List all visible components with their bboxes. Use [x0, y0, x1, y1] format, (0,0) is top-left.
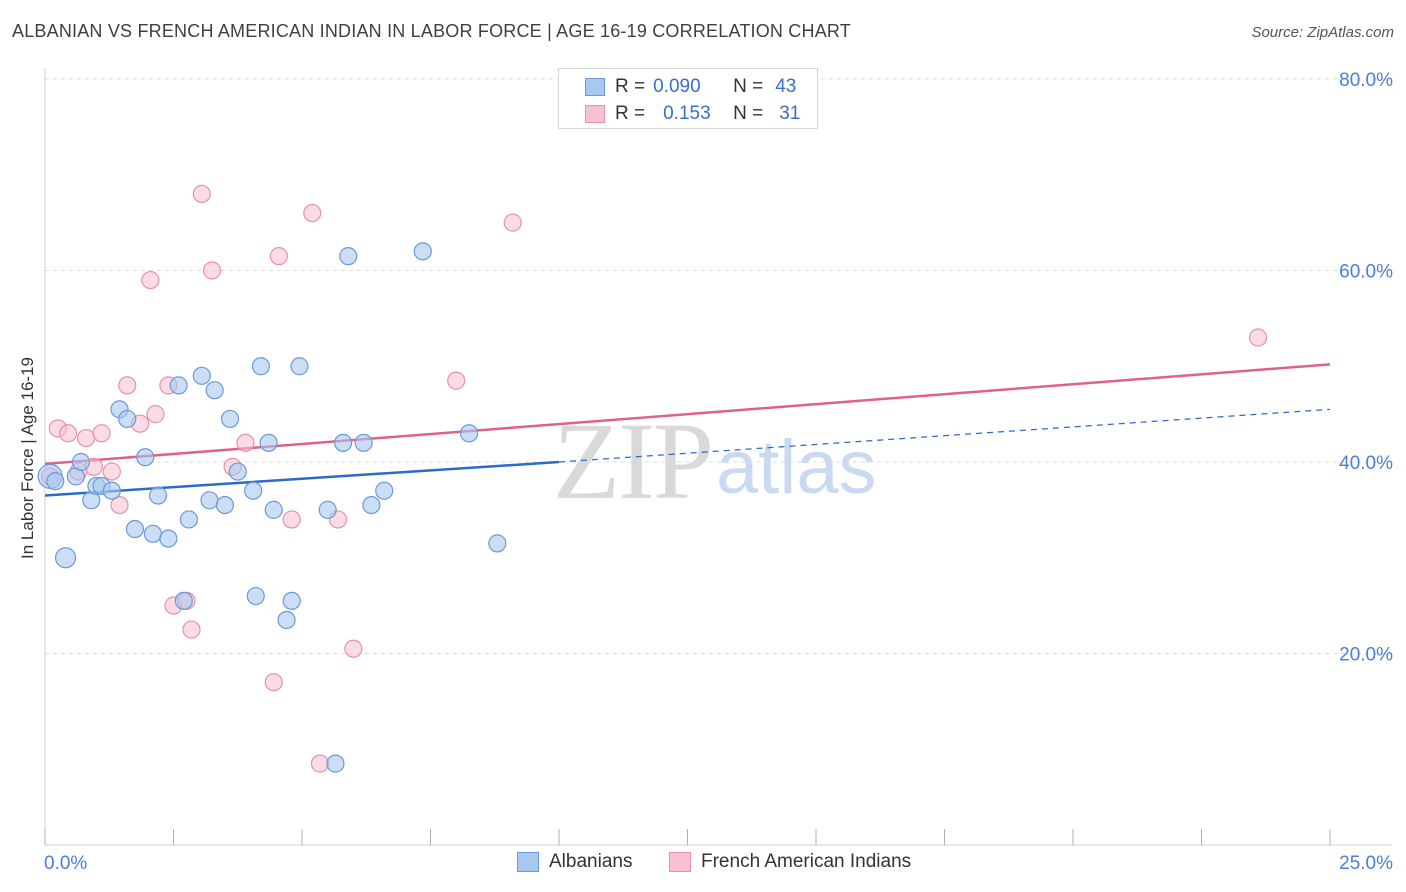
french-point — [141, 270, 160, 290]
legend-row-albanians: R = 0.090 N = 43 — [585, 75, 796, 99]
french-point — [202, 261, 222, 280]
albanians-trend-line — [44, 460, 560, 497]
albanians-point — [413, 242, 432, 261]
y-tick-label: 40.0% — [1339, 453, 1393, 474]
n-value: 43 — [775, 76, 797, 97]
french-swatch — [585, 105, 605, 123]
albanians-point — [277, 610, 296, 630]
albanians-point — [54, 547, 77, 569]
albanians-point — [375, 481, 394, 500]
albanians-point — [318, 500, 337, 519]
albanians-point — [290, 357, 309, 376]
albanians-point — [228, 462, 247, 481]
r-label: R = — [615, 103, 646, 124]
legend-item-french: French American Indians — [669, 851, 911, 873]
albanians-trend-extension — [558, 408, 1331, 463]
albanians-point — [200, 491, 219, 510]
albanians-legend-swatch — [517, 852, 539, 872]
french-point — [118, 376, 137, 395]
albanians-point — [326, 754, 345, 773]
y-axis-label: In Labor Force | Age 16-19 — [18, 357, 37, 559]
albanians-point — [215, 495, 234, 515]
french-point — [102, 462, 121, 481]
albanians-point — [159, 529, 178, 548]
y-tick-label: 80.0% — [1339, 70, 1393, 91]
albanians-point — [148, 486, 168, 505]
n-label: N = — [733, 76, 764, 97]
chart-title: ALBANIAN VS FRENCH AMERICAN INDIAN IN LA… — [12, 21, 851, 41]
french-point — [264, 673, 283, 692]
albanians-point — [362, 495, 381, 515]
albanians-point — [488, 534, 507, 553]
trend-lines — [44, 363, 1331, 497]
y-tick-label: 60.0% — [1339, 262, 1393, 283]
albanians-legend-label: Albanians — [549, 851, 633, 872]
albanians-point — [179, 510, 199, 529]
french-point — [1248, 328, 1268, 347]
french-point — [192, 184, 211, 203]
albanians-point — [259, 433, 278, 452]
tick-labels: 20.0% 40.0% 60.0% 80.0% 0.0% 25.0% — [44, 70, 1393, 874]
french-point — [110, 495, 129, 515]
french-trend-line — [44, 363, 1331, 466]
albanians-point — [136, 448, 155, 467]
french-point — [303, 203, 322, 223]
albanians-point — [143, 524, 163, 543]
french-point — [269, 247, 288, 266]
french-point — [344, 639, 363, 658]
axes — [44, 68, 1392, 846]
watermark-atlas: atlas — [716, 425, 877, 510]
gridlines — [45, 78, 1392, 654]
albanians-point — [251, 357, 270, 376]
albanians-point — [354, 433, 373, 452]
albanians-point — [205, 381, 224, 400]
albanians-point — [339, 247, 358, 266]
french-legend-label: French American Indians — [701, 851, 912, 872]
watermark-zip: ZIP — [553, 400, 714, 522]
legend-row-french: R = 0.153 N = 31 — [585, 102, 800, 126]
y-tick-label: 20.0% — [1339, 645, 1393, 666]
r-value: 0.090 — [653, 76, 701, 97]
stats-legend: R = 0.090 N = 43 R = 0.153 N = 31 — [558, 68, 818, 129]
french-point — [146, 405, 165, 424]
french-legend-swatch — [669, 852, 691, 872]
albanians-point — [118, 409, 137, 429]
legend-item-albanians: Albanians — [517, 851, 632, 873]
french-point — [236, 433, 255, 452]
albanians-swatch — [585, 78, 605, 96]
albanians-point — [125, 519, 145, 539]
french-point — [59, 424, 78, 443]
n-value: 31 — [779, 103, 801, 124]
french-point — [503, 213, 522, 232]
source-label: Source: ZipAtlas.com — [1251, 24, 1394, 41]
x-tick-label: 0.0% — [44, 853, 87, 874]
albanians-point — [459, 424, 479, 443]
albanians-point — [169, 376, 188, 395]
albanians-point — [334, 433, 353, 452]
french-point — [77, 428, 96, 448]
n-label: N = — [733, 103, 764, 124]
albanians-point — [220, 409, 240, 429]
albanians-point — [246, 586, 265, 606]
data-points — [37, 184, 1268, 773]
albanians-point — [102, 481, 121, 500]
french-point — [310, 754, 330, 773]
albanians-point — [282, 591, 301, 610]
albanians-point — [264, 500, 283, 519]
albanians-point — [174, 591, 193, 610]
r-label: R = — [615, 76, 646, 97]
french-point — [92, 424, 111, 443]
x-tick-label: 25.0% — [1339, 853, 1393, 874]
french-point — [282, 510, 301, 529]
albanians-point — [71, 452, 91, 472]
albanians-point — [244, 481, 263, 500]
albanians-point — [46, 472, 65, 491]
french-point — [182, 620, 201, 639]
r-value: 0.153 — [663, 103, 711, 124]
french-point — [447, 371, 466, 390]
albanians-point — [192, 366, 211, 385]
